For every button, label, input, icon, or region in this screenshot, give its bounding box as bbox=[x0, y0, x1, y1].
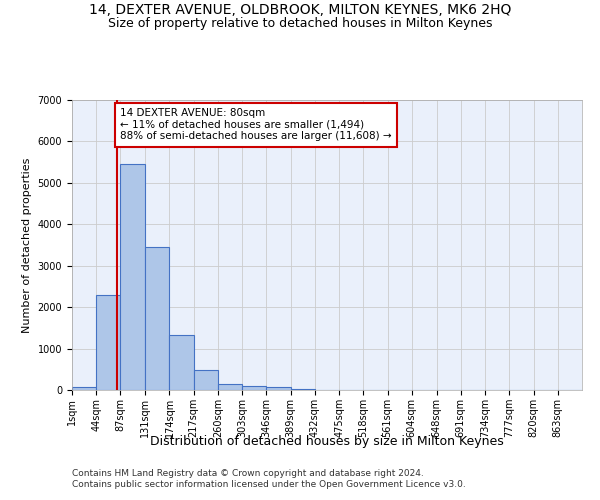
Bar bbox=[169, 336, 194, 390]
Bar bbox=[290, 389, 315, 390]
Bar bbox=[121, 164, 145, 390]
Text: Distribution of detached houses by size in Milton Keynes: Distribution of detached houses by size … bbox=[150, 435, 504, 448]
Bar bbox=[242, 386, 266, 390]
Bar bbox=[145, 247, 169, 390]
Bar bbox=[194, 370, 218, 390]
Text: 14 DEXTER AVENUE: 80sqm
← 11% of detached houses are smaller (1,494)
88% of semi: 14 DEXTER AVENUE: 80sqm ← 11% of detache… bbox=[121, 108, 392, 142]
Text: Size of property relative to detached houses in Milton Keynes: Size of property relative to detached ho… bbox=[108, 18, 492, 30]
Bar bbox=[266, 388, 290, 390]
Y-axis label: Number of detached properties: Number of detached properties bbox=[22, 158, 32, 332]
Text: Contains HM Land Registry data © Crown copyright and database right 2024.: Contains HM Land Registry data © Crown c… bbox=[72, 468, 424, 477]
Text: 14, DEXTER AVENUE, OLDBROOK, MILTON KEYNES, MK6 2HQ: 14, DEXTER AVENUE, OLDBROOK, MILTON KEYN… bbox=[89, 2, 511, 16]
Bar bbox=[96, 294, 121, 390]
Bar bbox=[218, 384, 242, 390]
Bar bbox=[72, 386, 96, 390]
Text: Contains public sector information licensed under the Open Government Licence v3: Contains public sector information licen… bbox=[72, 480, 466, 489]
